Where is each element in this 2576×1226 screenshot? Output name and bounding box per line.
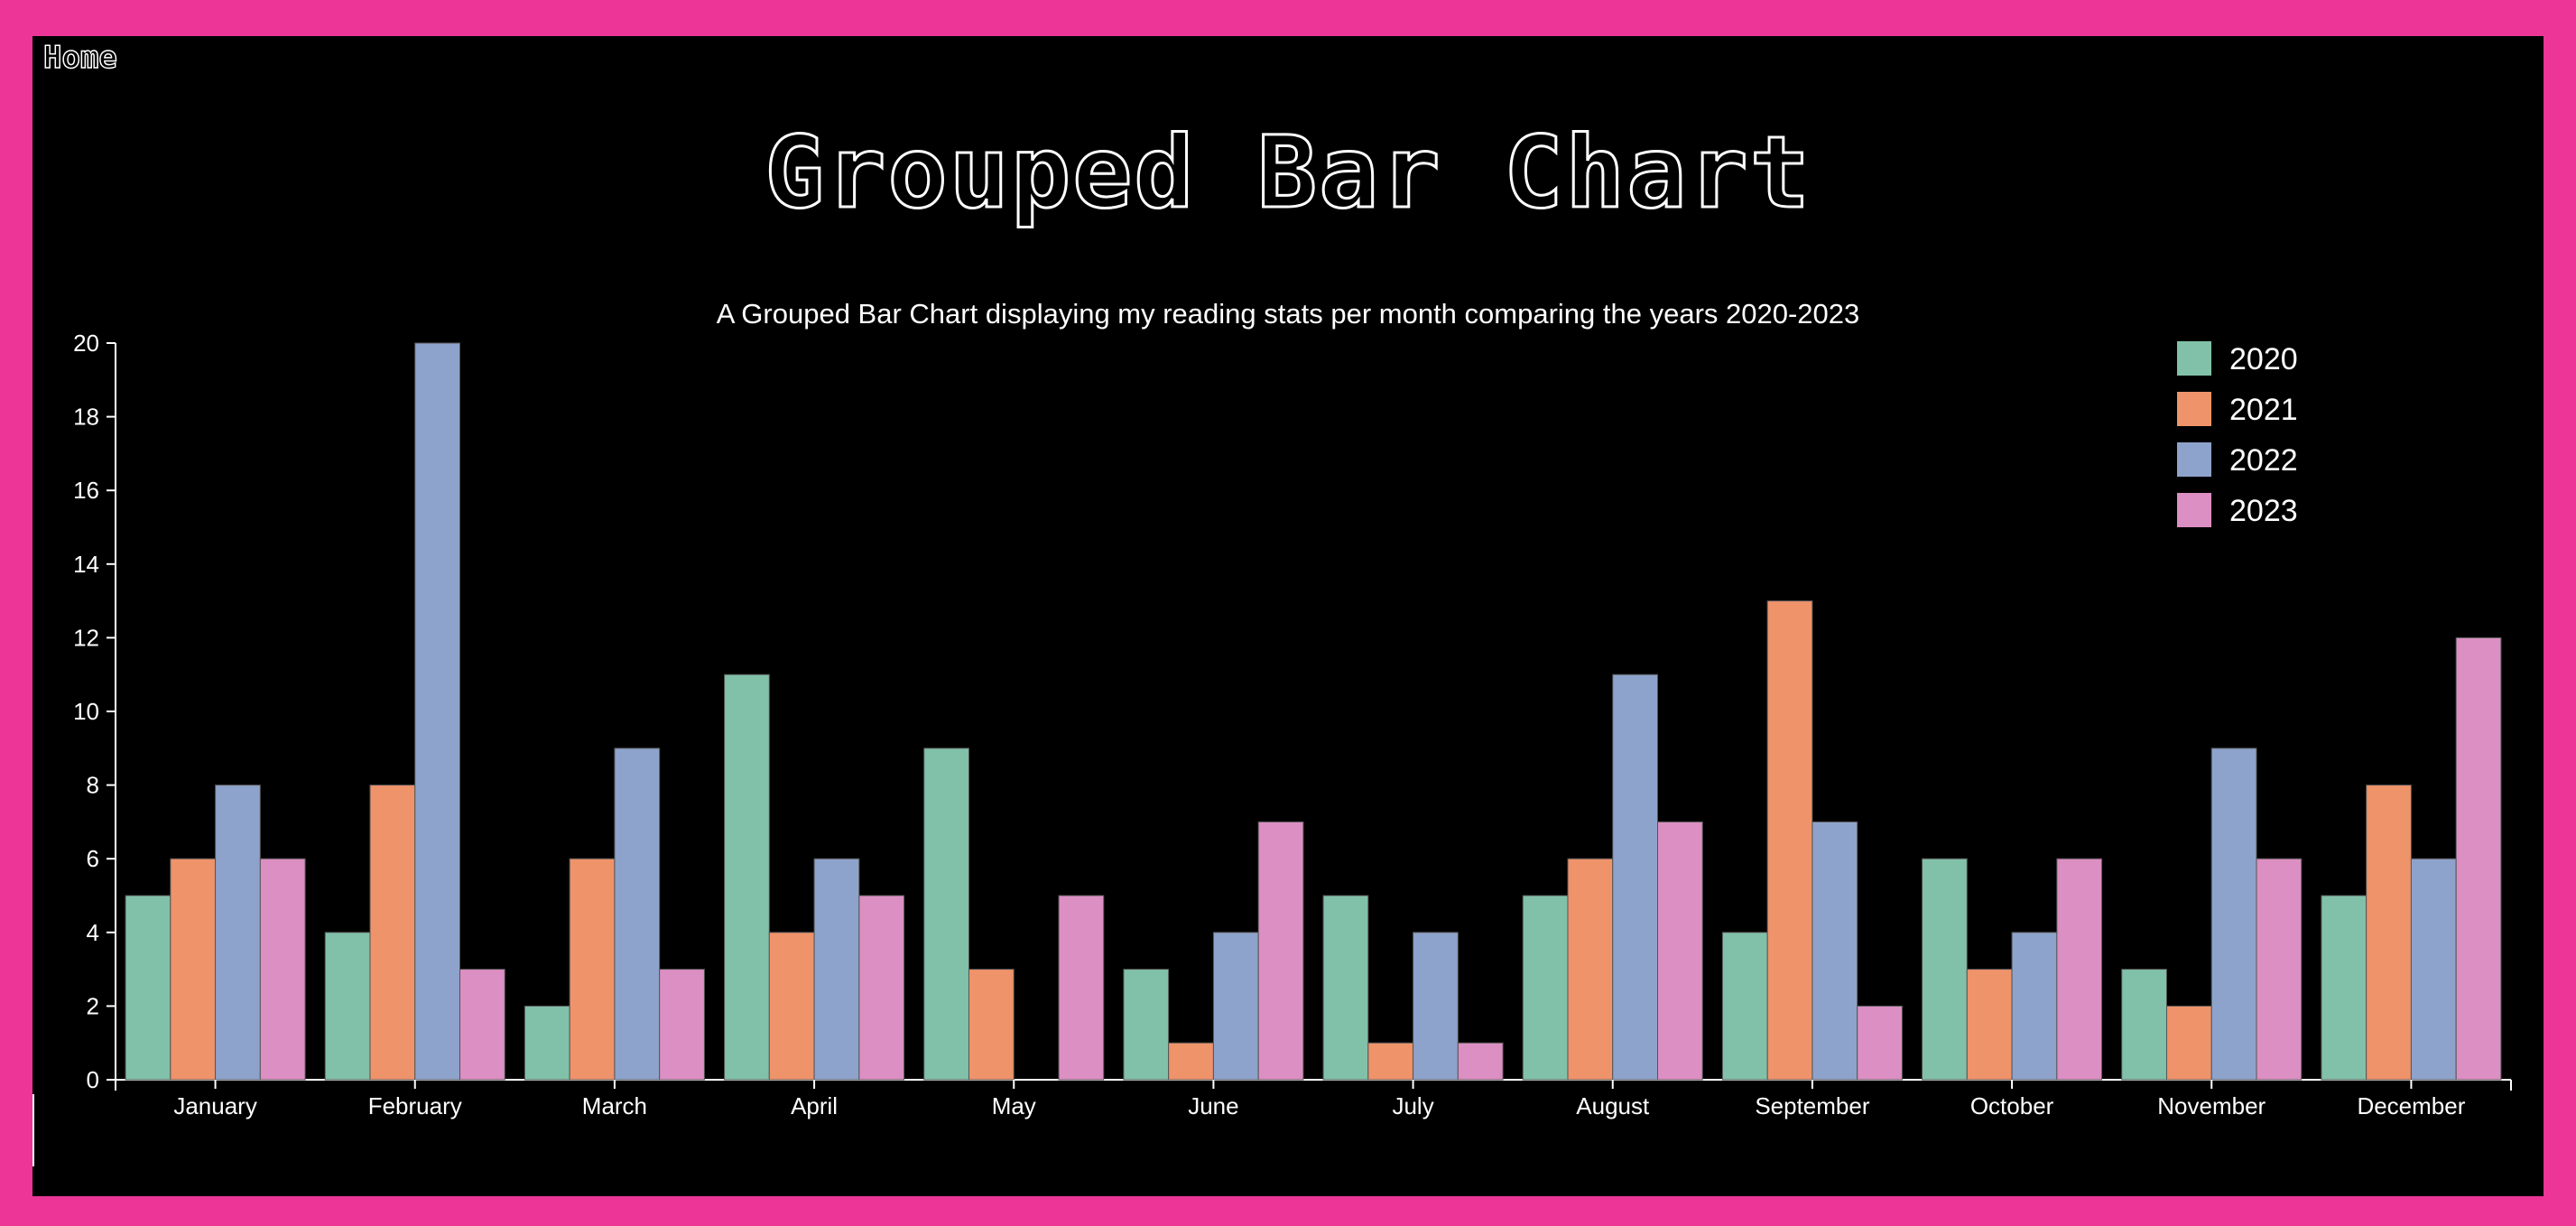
legend-label-2021: 2021 <box>2229 393 2298 427</box>
legend-swatch-2023 <box>2177 493 2211 527</box>
bar-september-2022 <box>1812 821 1858 1081</box>
home-link[interactable]: Home <box>42 39 117 77</box>
x-tick-label-february: February <box>368 1092 462 1119</box>
y-tick-label: 0 <box>87 1066 99 1093</box>
x-tick-label-january: January <box>173 1092 257 1119</box>
bar-august-2021 <box>1567 858 1614 1081</box>
x-tick-label-november: November <box>2157 1092 2266 1119</box>
legend-label-2020: 2020 <box>2229 342 2298 376</box>
bar-july-2021 <box>1367 1042 1414 1081</box>
legend-label-2023: 2023 <box>2229 494 2298 528</box>
bar-june-2022 <box>1212 932 1259 1081</box>
bar-november-2023 <box>2256 858 2303 1081</box>
bar-december-2022 <box>2410 858 2457 1081</box>
bar-march-2023 <box>659 969 705 1081</box>
x-tick-label-september: September <box>1755 1092 1870 1119</box>
bar-february-2021 <box>369 785 416 1081</box>
bar-october-2020 <box>1922 858 1968 1081</box>
bar-june-2020 <box>1123 969 1170 1081</box>
bar-july-2023 <box>1457 1042 1504 1081</box>
bar-july-2022 <box>1413 932 1459 1081</box>
bar-may-2021 <box>968 969 1015 1081</box>
bar-march-2021 <box>569 858 616 1081</box>
y-tick-label: 2 <box>87 992 99 1019</box>
bar-february-2023 <box>459 969 505 1081</box>
bar-june-2021 <box>1168 1042 1214 1081</box>
bar-april-2022 <box>813 858 860 1081</box>
bar-may-2023 <box>1058 895 1105 1081</box>
y-tick-label: 6 <box>87 845 99 872</box>
bar-february-2022 <box>414 342 461 1081</box>
bar-march-2022 <box>614 748 661 1081</box>
bar-june-2023 <box>1257 821 1304 1081</box>
chart-subtitle: A Grouped Bar Chart displaying my readin… <box>716 298 1860 330</box>
bar-august-2023 <box>1657 821 1703 1081</box>
bar-october-2023 <box>2056 858 2103 1081</box>
y-tick-label: 10 <box>73 698 99 725</box>
x-tick-label-december: December <box>2357 1092 2465 1119</box>
legend-label-2022: 2022 <box>2229 443 2298 478</box>
y-tick-label: 8 <box>87 772 99 799</box>
bar-february-2020 <box>324 932 371 1081</box>
legend-swatch-2021 <box>2177 392 2211 426</box>
bar-march-2020 <box>524 1005 570 1081</box>
y-tick-label: 12 <box>73 624 99 651</box>
bar-december-2021 <box>2366 785 2412 1081</box>
x-tick-label-april: April <box>791 1092 838 1119</box>
bar-december-2023 <box>2455 636 2502 1081</box>
grouped-bar-chart: 0 2 4 6 8 10 12 14 16 18 20 January February March Apr… <box>73 330 2512 1119</box>
chart-title: Grouped Bar Chart <box>764 115 1812 230</box>
bar-may-2020 <box>923 748 969 1081</box>
bar-august-2022 <box>1612 673 1659 1081</box>
x-tick-label-october: October <box>1970 1092 2054 1119</box>
bar-september-2021 <box>1766 600 1813 1081</box>
frame-edge-tick <box>32 1094 34 1166</box>
bar-september-2020 <box>1721 932 1768 1081</box>
legend-swatch-2022 <box>2177 442 2211 477</box>
x-tick-label-july: July <box>1392 1092 1433 1119</box>
y-tick-label: 14 <box>73 551 99 578</box>
legend-swatch-2020 <box>2177 341 2211 376</box>
bar-january-2020 <box>125 895 171 1081</box>
x-tick-label-march: March <box>582 1092 647 1119</box>
bar-april-2023 <box>858 895 905 1081</box>
x-tick-label-june: June <box>1188 1092 1238 1119</box>
x-tick-label-august: August <box>1576 1092 1650 1119</box>
y-tick-label: 20 <box>73 330 99 357</box>
bar-april-2020 <box>724 673 770 1081</box>
bar-november-2020 <box>2121 969 2167 1081</box>
bar-april-2021 <box>768 932 815 1081</box>
bar-august-2020 <box>1522 895 1569 1081</box>
y-tick-label: 4 <box>87 919 99 946</box>
bar-january-2021 <box>170 858 217 1081</box>
x-tick-label-may: May <box>992 1092 1036 1119</box>
bar-october-2021 <box>1966 969 2013 1081</box>
bar-september-2023 <box>1857 1005 1903 1081</box>
y-tick-label: 16 <box>73 477 99 504</box>
bar-november-2021 <box>2165 1005 2212 1081</box>
bar-december-2020 <box>2321 895 2368 1081</box>
bar-january-2022 <box>215 785 261 1081</box>
chart-frame: Home Grouped Bar Chart A Grouped Bar Cha… <box>32 36 2544 1196</box>
bar-november-2022 <box>2210 748 2257 1081</box>
bar-july-2020 <box>1322 895 1369 1081</box>
bar-october-2022 <box>2011 932 2058 1081</box>
y-tick-label: 18 <box>73 404 99 431</box>
bar-january-2023 <box>259 858 306 1081</box>
